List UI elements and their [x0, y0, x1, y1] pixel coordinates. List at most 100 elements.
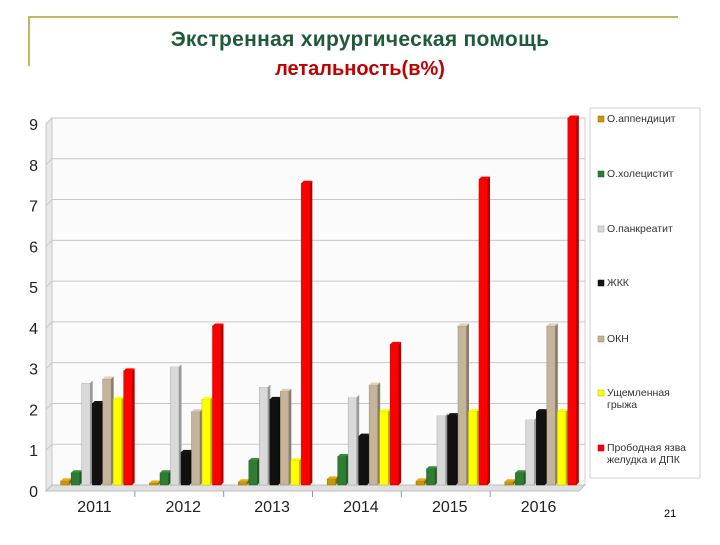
- bar: [91, 400, 104, 486]
- bar: [212, 323, 224, 486]
- bar: [280, 388, 292, 486]
- y-tick-label: 5: [29, 280, 38, 297]
- bar: [567, 115, 579, 486]
- legend-label: О.панкреатит: [607, 223, 673, 235]
- x-tick-label: 2013: [254, 499, 290, 516]
- legend-item: О.аппендицит: [597, 113, 676, 125]
- bar: [259, 384, 271, 486]
- legend-swatch: [597, 279, 605, 287]
- y-tick-label: 6: [29, 239, 38, 256]
- title-line-1: Экстренная хирургическая помощь: [170, 28, 550, 51]
- bar: [415, 478, 427, 486]
- bar: [112, 396, 125, 486]
- title-line-2: летальность(в%): [275, 58, 445, 80]
- grid-layer: [44, 116, 587, 493]
- legend-label: Ущемленная грыжа: [607, 387, 670, 411]
- chart-title: Экстренная хирургическая помощь летально…: [60, 28, 660, 81]
- y-tick-label: 0: [29, 484, 38, 501]
- bar: [191, 409, 203, 486]
- y-tick-label: 3: [29, 362, 38, 379]
- bar: [170, 364, 182, 486]
- legend-label: ОКН: [607, 333, 629, 345]
- y-tick-label: 9: [29, 117, 38, 134]
- bar: [426, 466, 438, 486]
- legend-layer: О.аппендицит О.холецистит О.панкреатит ЖКК О…: [589, 107, 701, 479]
- gridline-side: [45, 443, 53, 451]
- bar: [238, 479, 250, 486]
- bar: [301, 180, 313, 486]
- bar: [379, 409, 391, 486]
- bar: [368, 382, 381, 486]
- axis-layer: 0 1 2 3 4 5 6 7 8 9 2011 2012 2013 2014 2015 2016: [29, 117, 556, 516]
- legend-swatch: [597, 115, 605, 123]
- plot-side-wall: [45, 116, 53, 493]
- bar: [436, 413, 448, 486]
- gridline-side: [45, 158, 53, 166]
- bar: [389, 341, 402, 486]
- gridline-side: [45, 117, 53, 125]
- bar: [269, 396, 281, 486]
- x-tick-label: 2011: [77, 499, 112, 516]
- bar: [536, 409, 548, 486]
- frame-top-line: [28, 16, 678, 18]
- bar: [515, 470, 527, 486]
- x-tick-label: 2012: [165, 499, 201, 516]
- page-number: 21: [664, 508, 677, 520]
- legend-item: Ущемленная грыжа: [597, 387, 670, 411]
- gridline-side: [45, 199, 53, 206]
- bar: [81, 380, 93, 486]
- bar: [478, 176, 490, 486]
- bar: [326, 476, 339, 486]
- bar: [468, 409, 480, 486]
- bar: [290, 458, 302, 486]
- bar: [347, 394, 360, 486]
- y-tick-label: 2: [29, 402, 38, 419]
- legend-item: ОКН: [597, 333, 629, 345]
- y-tick-label: 4: [29, 321, 38, 338]
- legend-label: Прободная язва желудка и ДПК: [607, 442, 686, 466]
- bars-layer: [60, 115, 579, 486]
- y-tick-label: 7: [29, 199, 38, 216]
- bar: [180, 449, 192, 486]
- chart-area: 0 1 2 3 4 5 6 7 8 9 2011 2012 2013 2014 2015 2016 О.апп…: [0, 100, 720, 540]
- bar: [60, 478, 72, 486]
- bar: [358, 433, 370, 486]
- bar: [557, 409, 569, 486]
- frame-left-line: [28, 16, 30, 66]
- legend-swatch: [597, 444, 605, 452]
- gridline-side: [45, 403, 53, 410]
- legend-label: О.аппендицит: [607, 113, 676, 125]
- legend-box: [589, 107, 701, 479]
- gridline-side: [45, 239, 53, 247]
- legend-item: О.панкреатит: [597, 223, 673, 235]
- gridline-side: [45, 362, 53, 370]
- bar: [201, 396, 213, 486]
- gridline-side: [45, 321, 53, 329]
- legend-swatch: [597, 170, 605, 178]
- gridline-side: [45, 280, 53, 288]
- bar: [123, 368, 135, 486]
- bar: [70, 470, 83, 486]
- x-tick-label: 2015: [432, 499, 468, 516]
- x-tick-label: 2016: [521, 499, 557, 516]
- bar: [546, 323, 558, 486]
- legend-label: О.холецистит: [607, 168, 674, 180]
- bar-chart: 0 1 2 3 4 5 6 7 8 9 2011 2012 2013 2014 2015 2016 О.апп…: [29, 107, 701, 516]
- y-tick-label: 1: [29, 443, 38, 460]
- legend-swatch: [597, 335, 605, 343]
- bar: [337, 453, 349, 486]
- legend-label: ЖКК: [607, 277, 630, 289]
- legend-item: О.холецистит: [597, 168, 674, 180]
- bar: [159, 470, 171, 486]
- bar: [457, 323, 469, 486]
- legend-swatch: [597, 225, 605, 233]
- legend-swatch: [597, 389, 605, 397]
- bar: [525, 417, 537, 486]
- legend-item: ЖКК: [597, 277, 630, 289]
- bar: [248, 458, 260, 486]
- bar: [102, 376, 114, 486]
- x-tick-label: 2014: [343, 499, 379, 516]
- bar: [504, 479, 516, 486]
- plot-floor: [44, 484, 587, 492]
- bar: [447, 413, 459, 486]
